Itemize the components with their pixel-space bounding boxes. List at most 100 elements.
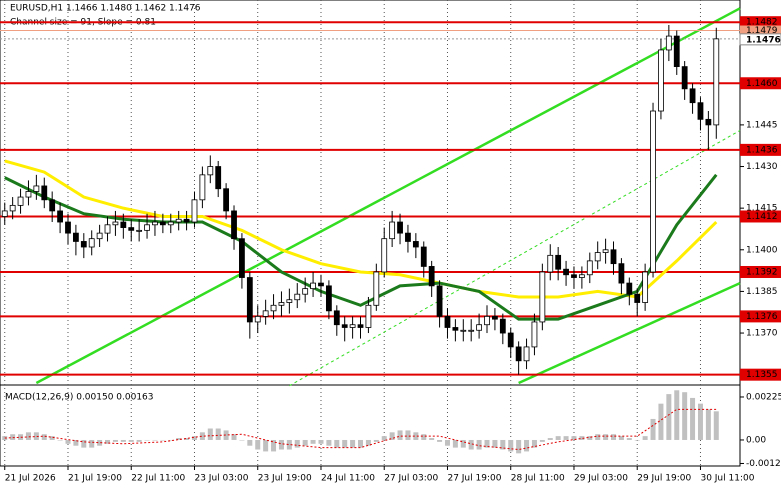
macd-bar bbox=[215, 428, 221, 440]
macd-bar bbox=[334, 439, 340, 448]
level-label-box bbox=[740, 143, 781, 156]
macd-bar bbox=[207, 428, 213, 440]
macd-bar bbox=[239, 439, 245, 441]
macd-bar bbox=[658, 403, 664, 440]
candle-body bbox=[128, 227, 135, 231]
candle-body bbox=[539, 271, 546, 323]
candle-body bbox=[33, 185, 40, 192]
ask-label: 1.1479 bbox=[746, 26, 778, 36]
macd-bar bbox=[555, 436, 561, 440]
candle-body bbox=[507, 332, 514, 348]
macd-bar bbox=[33, 432, 39, 440]
candle-body bbox=[476, 324, 483, 331]
chart-title: EURUSD,H1 1.1466 1.1480 1.1462 1.1476 bbox=[10, 4, 201, 14]
macd-bar bbox=[191, 436, 197, 440]
macd-bar bbox=[73, 439, 79, 446]
macd-bar bbox=[326, 439, 332, 446]
y-tick-label: 1.1385 bbox=[746, 287, 778, 297]
candle-body bbox=[650, 110, 656, 273]
macd-bar bbox=[160, 439, 166, 441]
x-tick-label: 23 Jul 19:00 bbox=[258, 474, 312, 484]
macd-bar bbox=[97, 439, 103, 446]
macd-bar bbox=[429, 438, 435, 440]
x-tick-label: 22 Jul 11:00 bbox=[131, 474, 185, 484]
candle-body bbox=[1, 210, 8, 217]
candle-body bbox=[349, 324, 356, 328]
macd-bar bbox=[342, 439, 348, 448]
candle-body bbox=[310, 282, 316, 290]
macd-bar bbox=[350, 439, 356, 448]
macd-bar bbox=[223, 430, 229, 440]
candle-body bbox=[104, 224, 111, 234]
macd-bar bbox=[444, 439, 450, 446]
candle-body bbox=[563, 268, 569, 276]
x-tick-label: 24 Jul 11:00 bbox=[321, 474, 375, 484]
level-label-box bbox=[740, 16, 781, 29]
level-label: 1.1392 bbox=[746, 267, 778, 277]
macd-bar bbox=[547, 438, 553, 440]
x-tick-label: 21 Jul 19:00 bbox=[68, 474, 122, 484]
candle-body bbox=[578, 274, 585, 278]
candle-body bbox=[468, 329, 475, 332]
macd-bar bbox=[176, 438, 182, 440]
macd-bar bbox=[595, 434, 601, 440]
macd-bar bbox=[373, 439, 379, 442]
candle-body bbox=[239, 238, 245, 278]
macd-bar bbox=[705, 409, 711, 440]
macd-bar bbox=[618, 436, 624, 440]
candle-body bbox=[389, 221, 396, 240]
current-price-label: 1.1476 bbox=[746, 35, 781, 45]
macd-bar bbox=[128, 439, 134, 442]
channel-line bbox=[35, 7, 741, 385]
candle-body bbox=[499, 318, 506, 334]
level-label: 1.1436 bbox=[746, 145, 778, 155]
macd-bar bbox=[294, 439, 300, 448]
candle-body bbox=[41, 185, 48, 201]
macd-bar bbox=[89, 439, 95, 448]
candle-body bbox=[586, 260, 593, 276]
candle-body bbox=[120, 221, 127, 228]
macd-bar bbox=[18, 434, 24, 440]
candle-body bbox=[428, 266, 435, 287]
candle-body bbox=[642, 271, 649, 303]
candle-body bbox=[254, 315, 261, 323]
candle-body bbox=[658, 49, 664, 112]
candle-body bbox=[215, 166, 222, 190]
macd-bar bbox=[650, 418, 656, 440]
candle-body bbox=[626, 282, 633, 295]
y-tick-label: 1.1445 bbox=[746, 120, 778, 130]
moving-average bbox=[4, 159, 718, 299]
candle-body bbox=[341, 324, 348, 328]
candle-body bbox=[713, 38, 720, 126]
candle-body bbox=[547, 254, 554, 273]
candle-body bbox=[302, 288, 309, 295]
macd-bar bbox=[168, 439, 174, 441]
y-tick-label: 1.1400 bbox=[746, 245, 778, 255]
macd-bar bbox=[531, 439, 537, 448]
macd-bar bbox=[666, 394, 672, 440]
candle-body bbox=[373, 271, 380, 306]
macd-bar bbox=[255, 439, 261, 450]
macd-bar bbox=[105, 439, 111, 444]
macd-bar bbox=[713, 411, 719, 440]
macd-bar bbox=[310, 439, 316, 444]
macd-bar bbox=[571, 436, 577, 440]
candle-body bbox=[262, 310, 269, 317]
level-label: 1.1376 bbox=[746, 312, 778, 322]
macd-bar bbox=[690, 397, 696, 440]
macd-bar bbox=[41, 434, 47, 440]
candle-body bbox=[286, 299, 293, 303]
macd-bar bbox=[10, 434, 16, 440]
macd-bar bbox=[381, 436, 387, 440]
macd-bar bbox=[263, 439, 269, 452]
y-tick-label: 1.1415 bbox=[746, 204, 778, 214]
macd-bar bbox=[231, 434, 237, 440]
candle-body bbox=[136, 229, 143, 232]
candle-body bbox=[492, 315, 498, 320]
candle-body bbox=[452, 327, 459, 331]
macd-bar bbox=[500, 439, 506, 450]
x-tick-label: 29 Jul 19:00 bbox=[637, 474, 691, 484]
candle-body bbox=[17, 196, 24, 206]
macd-bar bbox=[484, 439, 490, 448]
